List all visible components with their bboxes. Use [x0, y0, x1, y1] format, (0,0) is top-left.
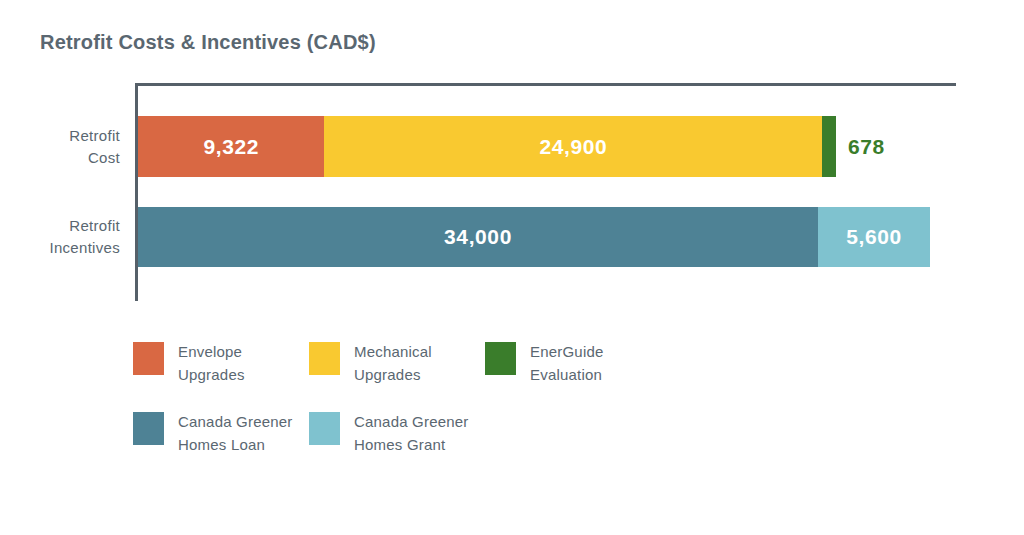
legend-item-energuide-evaluation: EnerGuide Evaluation — [485, 342, 661, 387]
legend-label: Canada Greener Homes Loan — [178, 410, 293, 457]
bar-row-retrofit-cost: Retrofit Cost 9,322 24,900 678 — [0, 116, 1024, 177]
legend-item-canada-greener-homes-grant: Canada Greener Homes Grant — [309, 412, 485, 457]
segment-value: 34,000 — [444, 225, 512, 249]
category-label: Retrofit Incentives — [0, 207, 120, 267]
legend-label: Mechanical Upgrades — [354, 340, 432, 387]
stacked-bar: 9,322 24,900 678 — [138, 116, 885, 177]
legend-swatch — [133, 412, 164, 445]
legend-swatch — [485, 342, 516, 375]
legend-swatch — [133, 342, 164, 375]
segment-value-outside: 678 — [848, 135, 885, 159]
bar-segment-energuide-evaluation — [822, 116, 836, 177]
legend-row: Envelope Upgrades Mechanical Upgrades Ener… — [133, 342, 661, 387]
legend-label: EnerGuide Evaluation — [530, 340, 604, 387]
legend-swatch — [309, 412, 340, 445]
legend-swatch — [309, 342, 340, 375]
legend-item-envelope-upgrades: Envelope Upgrades — [133, 342, 309, 387]
bar-segment-mechanical-upgrades: 24,900 — [324, 116, 822, 177]
bar-segment-envelope-upgrades: 9,322 — [138, 116, 324, 177]
bar-row-retrofit-incentives: Retrofit Incentives 34,000 5,600 — [0, 207, 1024, 267]
category-label: Retrofit Cost — [0, 116, 120, 177]
legend-row: Canada Greener Homes Loan Canada Greener … — [133, 412, 485, 457]
segment-value: 5,600 — [846, 225, 902, 249]
legend-item-canada-greener-homes-loan: Canada Greener Homes Loan — [133, 412, 309, 457]
chart-page: Retrofit Costs & Incentives (CAD$) Retro… — [0, 0, 1024, 535]
legend-label: Envelope Upgrades — [178, 340, 245, 387]
bar-segment-canada-greener-homes-loan: 34,000 — [138, 207, 818, 267]
segment-value: 24,900 — [540, 135, 608, 159]
legend-label: Canada Greener Homes Grant — [354, 410, 469, 457]
legend-item-mechanical-upgrades: Mechanical Upgrades — [309, 342, 485, 387]
stacked-bar: 34,000 5,600 — [138, 207, 930, 267]
segment-value: 9,322 — [203, 135, 259, 159]
bar-segment-canada-greener-homes-grant: 5,600 — [818, 207, 930, 267]
chart-title: Retrofit Costs & Incentives (CAD$) — [40, 31, 376, 54]
